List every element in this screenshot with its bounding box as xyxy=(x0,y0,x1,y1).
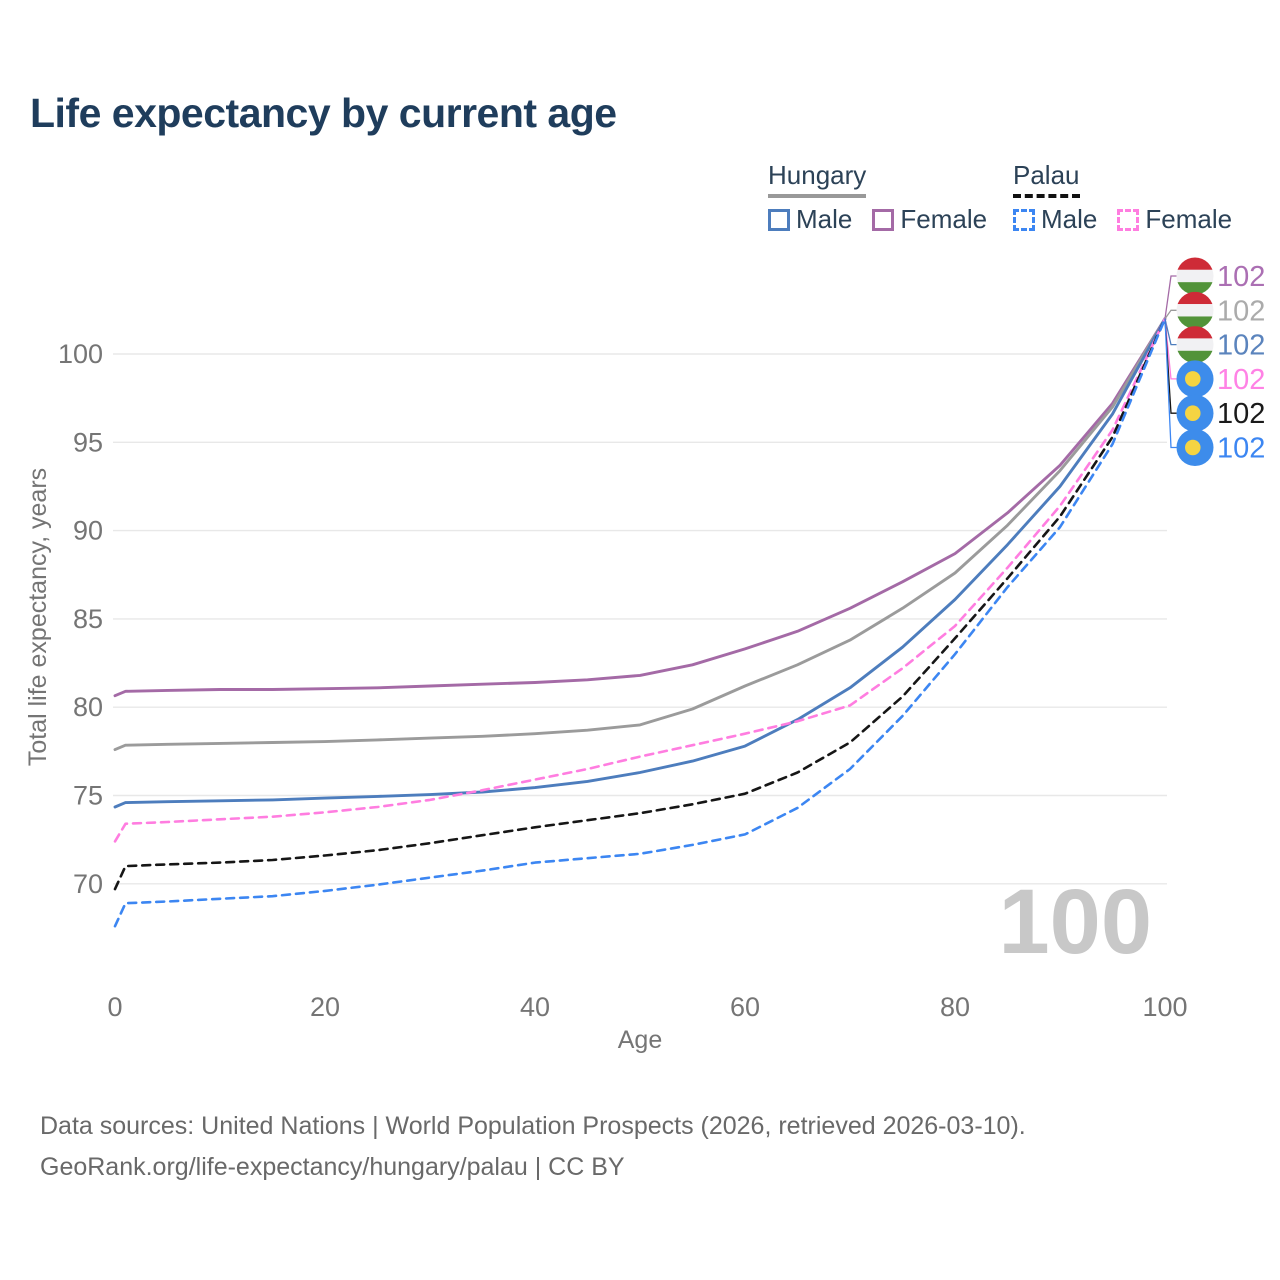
chart-legend: Hungary Male Female Palau Male Female xyxy=(0,160,1280,240)
y-tick-label-70: 70 xyxy=(73,869,103,899)
legend-group-hungary: Hungary Male Female xyxy=(768,160,987,235)
series-line-palau-male[interactable] xyxy=(113,317,1167,928)
end-value-label-palau-male: 102 xyxy=(1217,433,1265,465)
x-tick-label-40: 40 xyxy=(520,992,550,1022)
legend-item-label: Female xyxy=(900,204,988,234)
palau-flag-icon xyxy=(1176,394,1214,432)
legend-item-label: Female xyxy=(1145,204,1233,234)
legend-item-palau-male[interactable]: Male xyxy=(1013,204,1097,235)
legend-swatch-icon xyxy=(1013,208,1035,231)
x-axis-title: Age xyxy=(618,1026,662,1054)
footer-data-sources: Data sources: United Nations | World Pop… xyxy=(40,1112,1026,1140)
palau-flag-icon xyxy=(1176,429,1214,466)
series-line-palau-female[interactable] xyxy=(113,317,1167,843)
legend-group-palau: Palau Male Female xyxy=(1013,160,1232,235)
x-tick-label-80: 80 xyxy=(940,992,970,1022)
x-tick-label-20: 20 xyxy=(310,992,340,1022)
end-label-leader-hungary-total xyxy=(1164,309,1177,320)
y-tick-label-90: 90 xyxy=(73,516,103,546)
y-tick-label-100: 100 xyxy=(58,339,103,369)
hungary-flag-icon xyxy=(1176,257,1214,295)
x-tick-label-0: 0 xyxy=(107,992,122,1022)
series-line-hungary-total[interactable] xyxy=(113,317,1167,752)
x-tick-label-60: 60 xyxy=(730,992,760,1022)
legend-item-hungary-female[interactable]: Female xyxy=(872,204,987,235)
series-line-hungary-female[interactable] xyxy=(113,317,1167,698)
legend-swatch-icon xyxy=(768,208,790,231)
age-watermark: 100 xyxy=(999,871,1153,973)
end-label-leader-palau-male xyxy=(1164,318,1177,449)
end-value-label-hungary-total: 102 xyxy=(1217,295,1265,327)
legend-item-label: Male xyxy=(1041,204,1098,234)
y-tick-label-75: 75 xyxy=(73,781,103,811)
legend-item-palau-female[interactable]: Female xyxy=(1117,204,1232,235)
y-tick-label-80: 80 xyxy=(73,692,103,722)
hungary-flag-icon xyxy=(1176,326,1214,364)
page-title: Life expectancy by current age xyxy=(30,90,617,136)
series-line-palau-total[interactable] xyxy=(113,317,1167,891)
legend-item-label: Male xyxy=(796,204,853,234)
footer: Data sources: United Nations | World Pop… xyxy=(40,1106,1026,1188)
series-line-hungary-male[interactable] xyxy=(113,317,1167,809)
y-tick-label-95: 95 xyxy=(73,427,103,457)
y-tick-label-85: 85 xyxy=(73,604,103,634)
end-label-leader-hungary-male xyxy=(1164,318,1177,346)
end-value-label-hungary-female: 102 xyxy=(1217,261,1265,293)
x-tick-label-100: 100 xyxy=(1142,992,1187,1022)
end-label-leader-palau-female xyxy=(1164,318,1177,380)
legend-swatch-icon xyxy=(872,208,895,231)
end-value-label-palau-female: 102 xyxy=(1217,364,1265,396)
palau-flag-icon xyxy=(1176,360,1214,398)
y-axis-title: Total life expectancy, years xyxy=(24,468,52,766)
end-value-label-hungary-male: 102 xyxy=(1217,330,1265,362)
footer-attribution-link[interactable]: GeoRank.org/life-expectancy/hungary/pala… xyxy=(40,1153,625,1181)
legend-item-hungary-male[interactable]: Male xyxy=(768,204,852,235)
end-label-leader-hungary-female xyxy=(1164,275,1177,319)
hungary-flag-icon xyxy=(1176,291,1214,329)
end-value-label-palau-total: 102 xyxy=(1217,398,1265,430)
legend-country-label-palau[interactable]: Palau xyxy=(1013,160,1080,198)
legend-country-label-hungary[interactable]: Hungary xyxy=(768,160,867,198)
legend-swatch-icon xyxy=(1117,208,1140,231)
